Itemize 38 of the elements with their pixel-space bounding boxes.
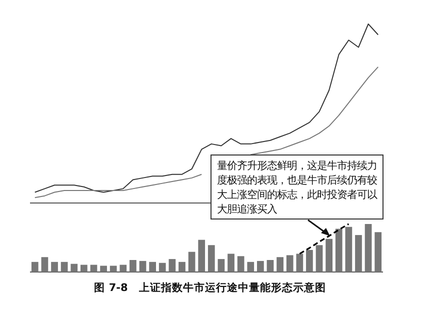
bar: [80, 264, 88, 272]
bar: [355, 235, 362, 272]
bar: [364, 224, 372, 272]
bar: [198, 240, 206, 272]
bar: [266, 260, 274, 272]
bar: [374, 232, 382, 272]
bar: [90, 264, 98, 272]
bar: [100, 266, 107, 272]
bar: [120, 264, 127, 272]
bar: [326, 238, 332, 272]
bar: [237, 256, 244, 272]
bar: [178, 262, 186, 272]
bar: [130, 260, 136, 272]
bar: [316, 245, 323, 272]
bar: [228, 254, 234, 272]
bar: [276, 257, 284, 272]
bar: [139, 260, 146, 272]
bar: [286, 255, 294, 272]
bar: [41, 257, 48, 272]
bar: [247, 262, 254, 272]
bar: [345, 226, 352, 272]
bar: [70, 264, 78, 272]
bar: [306, 250, 313, 272]
bar: [218, 259, 225, 272]
bar: [257, 260, 264, 272]
bar: [208, 245, 215, 272]
bar: [149, 262, 156, 272]
bar: [60, 262, 68, 272]
bar: [31, 262, 38, 272]
bar: [51, 262, 58, 272]
bar: [168, 259, 176, 272]
annotation: 量价齐升形态鲜明，这是牛市持续力度极强的表现，也是牛市后续仍有较大上涨空间的标志，此时投资者可以大胆追涨买入: [217, 160, 377, 216]
bar: [188, 252, 196, 272]
bar: [158, 262, 166, 272]
bar: [110, 266, 117, 272]
bar: [296, 254, 304, 272]
bar: [335, 228, 342, 272]
caption: 图 7-8 上证指数牛市运行途中量能形态示意图: [94, 281, 326, 294]
